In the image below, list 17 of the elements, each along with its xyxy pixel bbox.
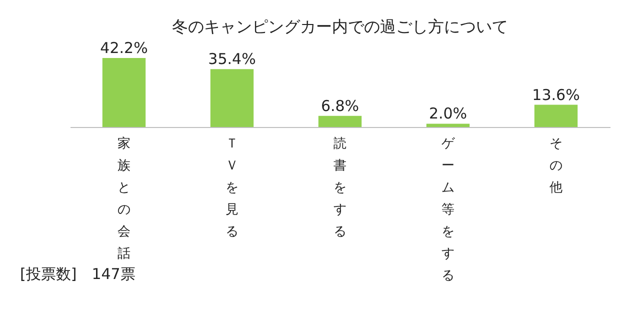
bar (534, 104, 578, 127)
bar (318, 116, 362, 127)
chart-title: 冬のキャンピングカー内での過ごし方について (172, 17, 508, 36)
data-label: 42.2% (100, 39, 148, 57)
data-label: 2.0% (428, 104, 468, 123)
x-tick-label: ゲーム等をする (442, 136, 456, 284)
x-tick-label: その他 (550, 136, 562, 196)
bar (210, 69, 254, 127)
x-tick-label: ＴＶを見る (226, 136, 238, 240)
bar (102, 58, 146, 127)
bar (426, 124, 470, 127)
data-label: 35.4% (208, 50, 256, 68)
data-label: 6.8% (320, 96, 360, 115)
text: [投票数] 147票 (20, 265, 136, 284)
x-tick-label: 読書をする (334, 136, 346, 240)
data-label: 13.6% (532, 86, 580, 104)
x-tick-label: 家族との会話 (118, 136, 130, 262)
